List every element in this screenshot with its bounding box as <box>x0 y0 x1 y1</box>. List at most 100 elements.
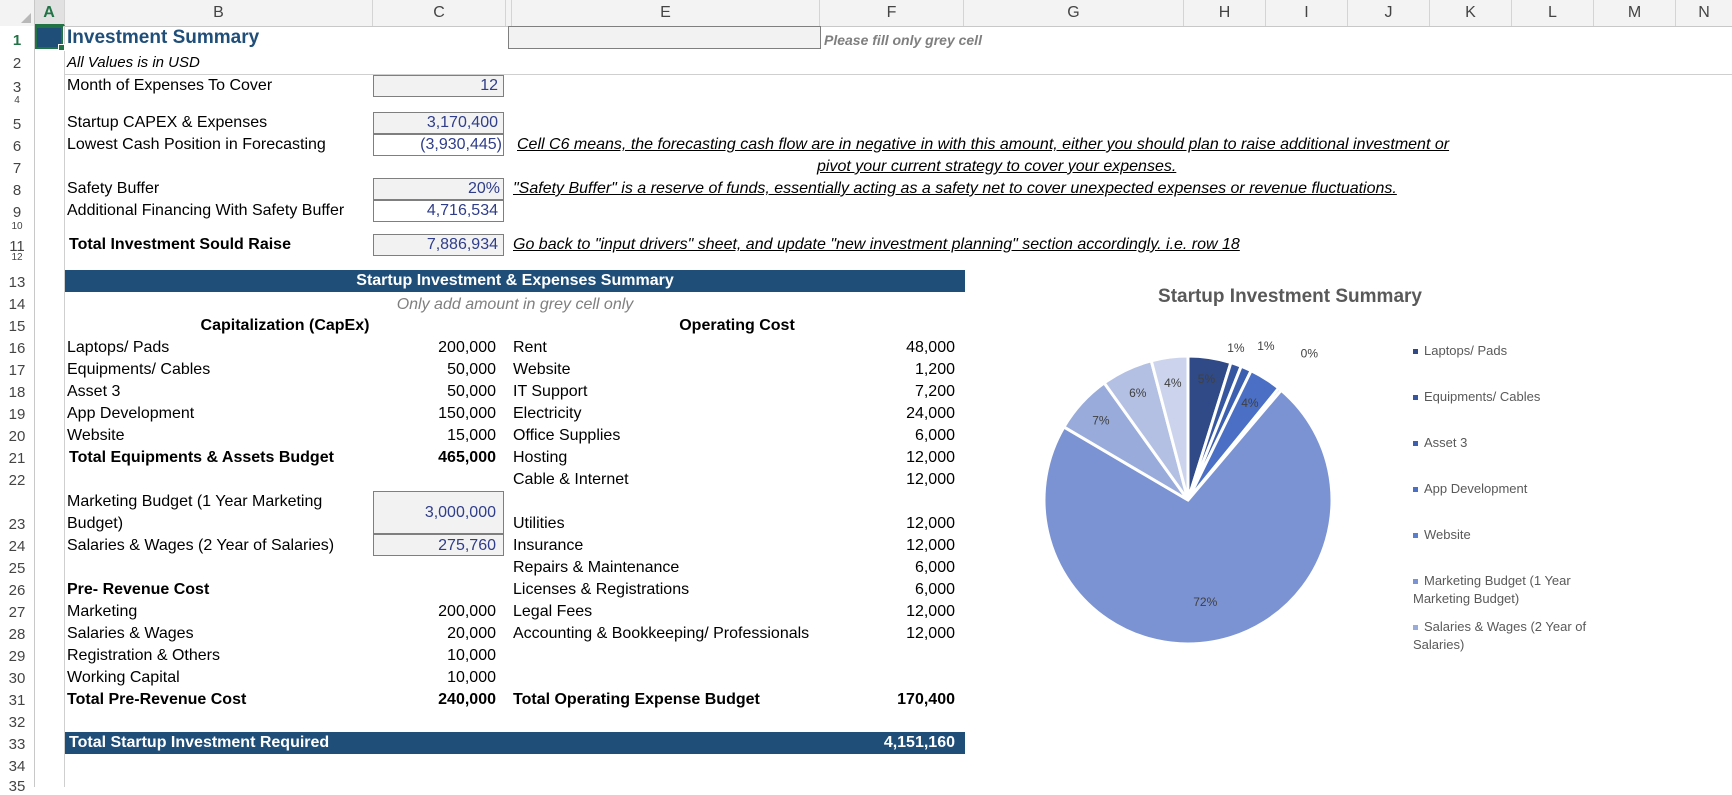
row-header-4[interactable]: 4 <box>14 95 20 106</box>
salaries-input[interactable] <box>373 534 504 556</box>
selected-cell-a1[interactable] <box>35 26 65 51</box>
row-header-19[interactable]: 19 <box>8 406 26 423</box>
salaries-label: Salaries & Wages (2 Year of Salaries) <box>67 537 335 554</box>
pie-chart[interactable]: 5% 1% 1% 4% 0% 72% 7% 6% 4% <box>1000 330 1400 660</box>
column-header-f[interactable]: F <box>820 0 964 26</box>
opex-item-label: Licenses & Registrations <box>513 581 690 598</box>
opex-item-value: 6,000 <box>914 559 955 576</box>
row-header-12[interactable]: 12 <box>11 252 23 263</box>
row-header-21[interactable]: 21 <box>8 450 26 467</box>
column-header-b[interactable]: B <box>65 0 373 26</box>
legend-swatch <box>1413 395 1418 401</box>
row-header-16[interactable]: 16 <box>8 340 26 357</box>
prerev-header: Pre- Revenue Cost <box>67 581 210 598</box>
legend-entry: Asset 3 <box>1413 434 1603 452</box>
pie-data-label: 4% <box>1164 376 1182 390</box>
pie-data-label: 1% <box>1257 339 1275 353</box>
opex-item-label: Accounting & Bookkeeping/ Professionals <box>513 625 810 642</box>
pie-slice[interactable] <box>1149 354 1190 501</box>
pie-slice[interactable] <box>1042 388 1334 646</box>
column-header-a[interactable]: A <box>34 0 65 26</box>
row-header-2[interactable]: 2 <box>12 55 22 72</box>
buffer-input[interactable] <box>373 178 504 200</box>
lowest-note-line-2: pivot your current strategy to cover you… <box>817 158 1177 175</box>
lowest-cell[interactable] <box>373 134 504 156</box>
capex-item-value: 15,000 <box>447 427 496 444</box>
row-header-8[interactable]: 8 <box>12 182 22 199</box>
opex-item-value: 24,000 <box>906 405 955 422</box>
column-header-m[interactable]: M <box>1594 0 1676 26</box>
salaries-value: 275,760 <box>438 537 496 554</box>
prerev-item-label: Marketing <box>67 603 138 620</box>
marketing-input[interactable] <box>373 491 504 534</box>
row-header-31[interactable]: 31 <box>8 692 26 709</box>
month-input[interactable] <box>373 75 504 97</box>
grand-total-value: 4,151,160 <box>883 734 955 751</box>
legend-label: Asset 3 <box>1424 435 1468 450</box>
column-header-j[interactable]: J <box>1348 0 1430 26</box>
legend-swatch <box>1413 533 1418 539</box>
row-header-34[interactable]: 34 <box>8 758 26 775</box>
capex-item-label: Website <box>67 427 125 444</box>
opex-item-value: 48,000 <box>906 339 955 356</box>
total-raise-note: Go back to "input drivers" sheet, and up… <box>513 236 1240 253</box>
row-header-5[interactable]: 5 <box>12 116 22 133</box>
row-header-11[interactable]: 11 <box>9 238 25 255</box>
column-header-c[interactable]: C <box>373 0 506 26</box>
prerev-item-label: Salaries & Wages <box>67 625 194 642</box>
row-header-27[interactable]: 27 <box>8 604 26 621</box>
column-header-d[interactable] <box>506 0 512 26</box>
legend-entry: App Development <box>1413 480 1603 498</box>
grey-input-e1[interactable] <box>508 26 821 49</box>
column-header-k[interactable]: K <box>1430 0 1512 26</box>
row-header-28[interactable]: 28 <box>8 626 26 643</box>
total-raise-cell[interactable] <box>373 234 504 256</box>
row-header-29[interactable]: 29 <box>8 648 26 665</box>
total-raise-label: Total Investment Sould Raise <box>69 236 291 253</box>
capex-total-label: Total Equipments & Assets Budget <box>69 449 334 466</box>
row-header-14[interactable]: 14 <box>8 296 26 313</box>
lowest-value: (3,930,445) <box>420 136 502 153</box>
row-header-13[interactable]: 13 <box>8 274 26 291</box>
marketing-value: 3,000,000 <box>424 504 496 521</box>
row-header-33[interactable]: 33 <box>8 736 26 753</box>
row-header-15[interactable]: 15 <box>8 318 26 335</box>
pie-data-label: 1% <box>1227 341 1245 355</box>
row-header-32[interactable]: 32 <box>8 714 26 731</box>
row-header-1[interactable]: 1 <box>12 32 22 49</box>
row-header-23[interactable]: 23 <box>8 516 26 533</box>
row-header-20[interactable]: 20 <box>8 428 26 445</box>
opex-header: Operating Cost <box>679 317 795 334</box>
row-header-7[interactable]: 7 <box>12 160 22 177</box>
row-header-6[interactable]: 6 <box>12 138 22 155</box>
row-header-18[interactable]: 18 <box>8 384 26 401</box>
column-header-n[interactable]: N <box>1698 4 1710 21</box>
row-header-10[interactable]: 10 <box>11 221 23 232</box>
column-header-g[interactable]: G <box>964 0 1184 26</box>
opex-total-label: Total Operating Expense Budget <box>513 691 760 708</box>
row-header-26[interactable]: 26 <box>8 582 26 599</box>
additional-cell[interactable] <box>373 200 504 222</box>
column-header-i[interactable]: I <box>1266 0 1348 26</box>
pie-data-label: 72% <box>1193 595 1217 609</box>
column-header-l[interactable]: L <box>1512 0 1594 26</box>
select-all-corner[interactable] <box>0 0 35 26</box>
column-header-h[interactable]: H <box>1184 0 1266 26</box>
row-header-25[interactable]: 25 <box>8 560 26 577</box>
row-header-30[interactable]: 30 <box>8 670 26 687</box>
prerev-item-value: 10,000 <box>447 647 496 664</box>
row-header-3[interactable]: 3 <box>12 79 22 96</box>
buffer-label: Safety Buffer <box>67 180 160 197</box>
row-header-24[interactable]: 24 <box>8 538 26 555</box>
column-headers: A B C E F G H I J K L M N <box>0 0 1732 27</box>
capex-cell[interactable] <box>373 112 504 134</box>
opex-item-label: Electricity <box>513 405 582 422</box>
row-header-17[interactable]: 17 <box>8 362 26 379</box>
prerev-item-value: 200,000 <box>438 603 496 620</box>
grand-total-label: Total Startup Investment Required <box>69 734 330 751</box>
row-header-9[interactable]: 9 <box>12 204 22 221</box>
row-header-22[interactable]: 22 <box>8 472 26 489</box>
section-header: Startup Investment & Expenses Summary <box>356 272 674 289</box>
column-header-e[interactable]: E <box>512 0 820 26</box>
prerev-item-label: Working Capital <box>67 669 180 686</box>
